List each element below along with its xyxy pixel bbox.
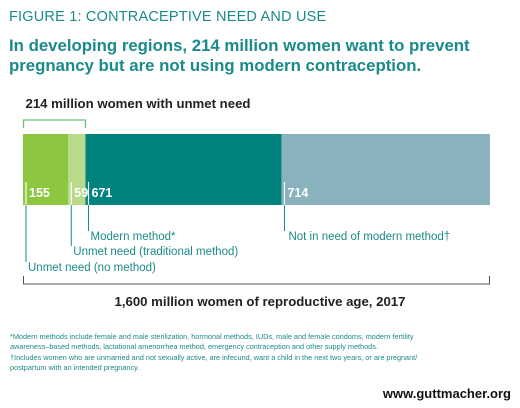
bar-segment-1 (23, 134, 69, 205)
headline-line-2: pregnancy but are not using modern contr… (9, 56, 422, 75)
bar-segment-4 (281, 134, 490, 205)
category-label-1: Unmet need (no method) (28, 262, 156, 274)
website-url: www.guttmacher.org (382, 386, 511, 401)
bar-segment-2 (68, 134, 86, 205)
footnotes: *Modern methods include female and male … (10, 332, 515, 374)
footnote-line-3: †Includes women who are unmarried and no… (10, 352, 418, 362)
category-label-4: Not in need of modern method† (288, 231, 450, 243)
category-label-3: Modern method* (91, 231, 177, 243)
total-label: 1,600 million women of reproductive age,… (115, 294, 406, 309)
bar-segment-3 (85, 134, 282, 205)
total-bracket (23, 276, 490, 285)
unmet-need-bracket-label: 214 million women with unmet need (26, 96, 251, 111)
figure-label: FIGURE 1: CONTRACEPTIVE NEED AND USE (9, 9, 327, 25)
footnote-line-4: postpartum with an intended pregnancy. (10, 363, 140, 373)
value-label-2: 59 (74, 186, 88, 200)
unmet-need-bracket (22, 119, 87, 128)
value-label-1: 155 (29, 186, 50, 200)
headline: In developing regions, 214 million women… (9, 36, 514, 76)
footnote-line-1: *Modern methods include female and male … (10, 332, 414, 341)
headline-line-1: In developing regions, 214 million women… (9, 36, 470, 55)
category-label-2: Unmet need (traditional method) (73, 246, 238, 258)
stacked-bar-chart: 214 million women with unmet need 155 59 67… (22, 96, 490, 309)
value-label-4: 714 (287, 186, 308, 200)
footnote-line-2: awareness–based methods, lactational ame… (10, 342, 378, 352)
value-label-3: 671 (92, 186, 113, 200)
